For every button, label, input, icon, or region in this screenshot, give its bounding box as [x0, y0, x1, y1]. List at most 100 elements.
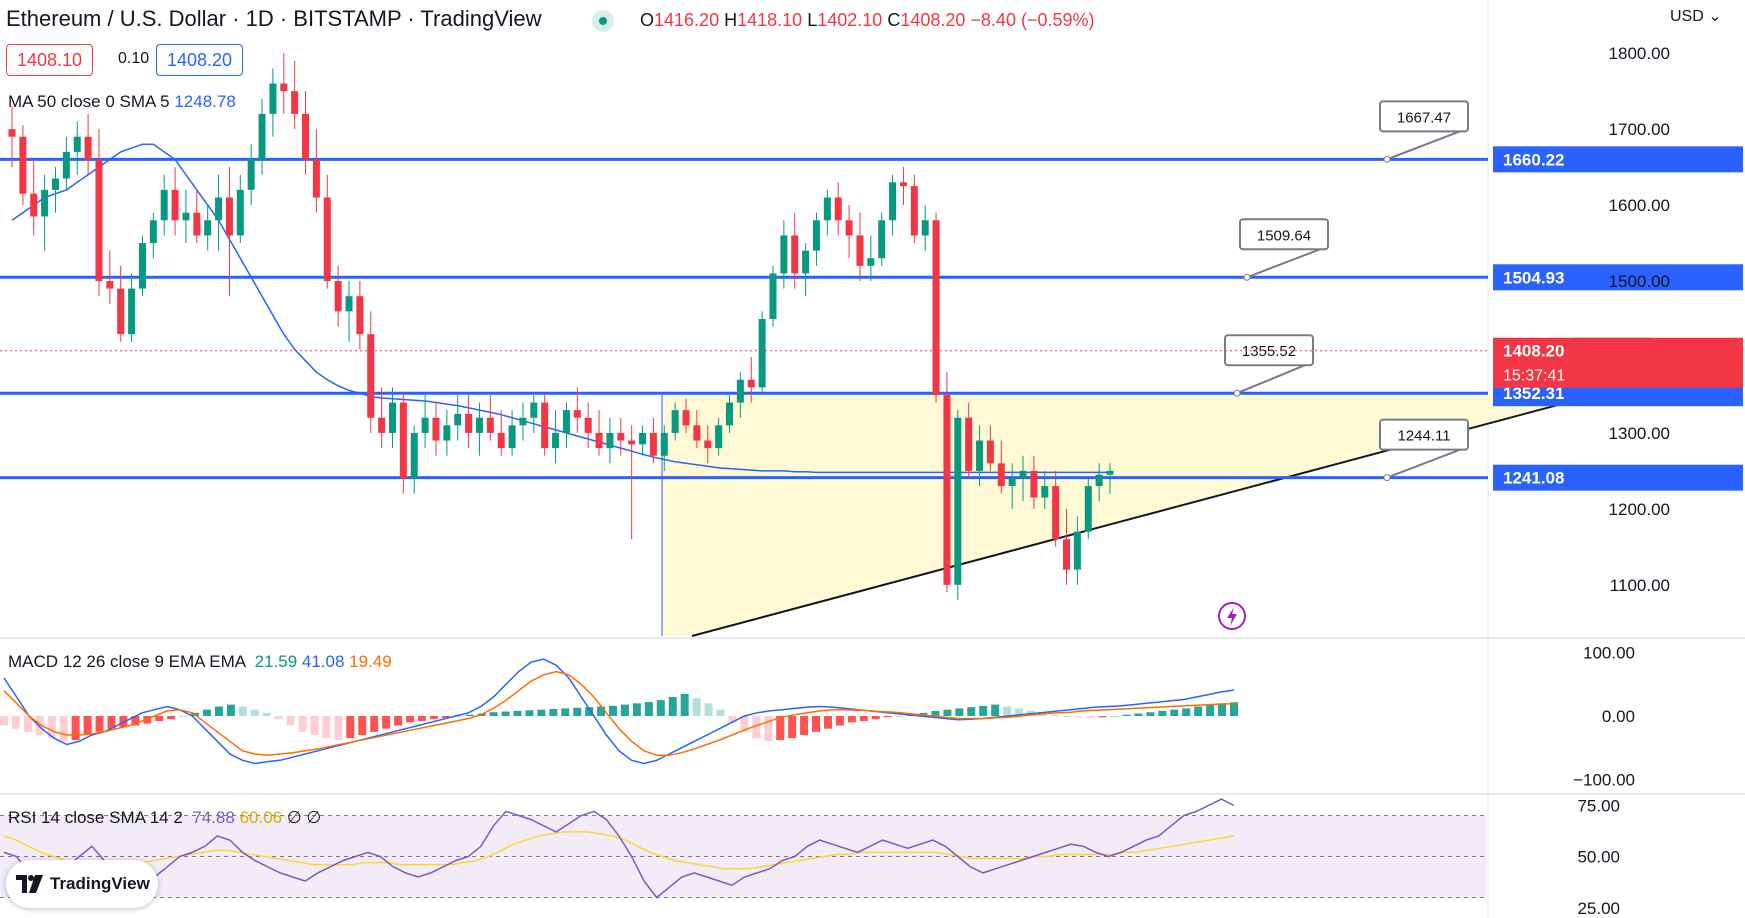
macd-signal-line: [3, 670, 1235, 757]
macd-histogram-bar: [35, 716, 44, 735]
candle-body: [475, 417, 483, 433]
macd-histogram-bar: [286, 716, 295, 726]
macd-histogram-bar: [1230, 702, 1238, 716]
candle-body: [736, 379, 744, 403]
ma-legend-label: MA 50 close 0 SMA 5: [8, 92, 170, 111]
candle-body: [1084, 486, 1092, 532]
callout-anchor: [1383, 474, 1391, 482]
currency-label: USD: [1670, 8, 1704, 25]
candle-body: [443, 425, 451, 441]
candle-body: [976, 440, 984, 471]
macd-histogram-bar: [1086, 716, 1095, 718]
macd-axis-tick: 100.00: [1583, 644, 1635, 663]
candle-body: [95, 159, 103, 282]
macd-histogram-bar: [979, 705, 988, 716]
candle-body: [388, 402, 396, 433]
macd-histogram-bar: [1134, 713, 1143, 716]
candle-body: [954, 417, 962, 585]
macd-histogram-bar: [609, 705, 618, 716]
buy-price-button[interactable]: 1408.20: [156, 44, 244, 76]
macd-histogram-bar: [179, 716, 188, 717]
chart-title: Ethereum / U.S. Dollar · 1D · BITSTAMP ·…: [6, 6, 542, 31]
macd-histogram-bar: [417, 716, 426, 722]
candle-body: [432, 417, 440, 441]
candle-body: [1063, 539, 1071, 570]
candle-body: [617, 432, 625, 441]
tradingview-logo[interactable]: TradingView: [6, 860, 158, 908]
candle-body: [649, 432, 657, 456]
candle-body: [1052, 486, 1060, 540]
macd-histogram-bar: [573, 707, 582, 716]
macd-histogram-bar: [274, 716, 283, 720]
ohlc-readout: O1416.20 H1418.10 L1402.10 C1408.20 −8.4…: [640, 10, 1095, 31]
candle-body: [291, 91, 299, 114]
callout-anchor: [1383, 155, 1391, 163]
macd-histogram-bar: [1218, 703, 1227, 716]
macd-histogram-bar: [1122, 714, 1131, 716]
candle-body: [791, 235, 799, 274]
callout-pointer: [1386, 448, 1461, 479]
macd-histogram-bar: [716, 709, 725, 716]
candle-body: [51, 178, 59, 190]
market-status-icon[interactable]: [592, 10, 614, 32]
macd-histogram-bar: [883, 716, 892, 718]
rsi-legend[interactable]: RSI 14 close SMA 14 2 74.88 60.06 ∅ ∅: [8, 808, 321, 828]
macd-histogram-bar: [764, 716, 773, 742]
macd-histogram-bar: [262, 712, 271, 716]
macd-histogram-bar: [668, 697, 677, 716]
ma-legend[interactable]: MA 50 close 0 SMA 5 1248.78: [8, 92, 236, 112]
rsi-extra-1: ∅: [286, 808, 302, 827]
candle-body: [73, 136, 81, 152]
macd-histogram-bar: [382, 716, 391, 729]
candle-body: [802, 250, 810, 274]
candle-body: [117, 288, 125, 335]
macd-histogram-bar: [346, 716, 355, 739]
open-value: 1416.20: [654, 10, 720, 30]
macd-histogram-bar: [537, 709, 546, 716]
macd-histogram-bar: [632, 703, 641, 716]
candle-body: [671, 410, 679, 433]
candle-body: [704, 440, 712, 449]
candle-body: [269, 83, 277, 114]
candle-body: [899, 182, 907, 187]
candle-body: [660, 432, 668, 456]
candle-body: [508, 425, 516, 449]
ma-legend-value: 1248.78: [174, 92, 236, 111]
bar-countdown-label: 15:37:41: [1503, 368, 1565, 385]
macd-histogram-bar: [931, 710, 940, 716]
macd-histogram-bar: [298, 716, 307, 732]
macd-histogram-bar: [0, 716, 8, 726]
candle-body: [41, 189, 49, 217]
macd-histogram-bar: [788, 716, 797, 739]
sell-price-button[interactable]: 1408.10: [6, 44, 94, 76]
macd-histogram-bar: [692, 698, 701, 716]
tradingview-logo-text: TradingView: [50, 874, 150, 893]
candle-body: [1095, 474, 1103, 487]
rsi-value: 74.88: [192, 808, 235, 827]
level-price-label: 1352.31: [1503, 384, 1564, 403]
callout-box: [1239, 218, 1329, 251]
level-price-tag: [1493, 146, 1743, 173]
candle-body: [421, 417, 429, 433]
candle-body: [62, 151, 70, 179]
candle-body: [1030, 470, 1038, 498]
candle-body: [1073, 531, 1081, 570]
macd-histogram-bar: [955, 708, 964, 716]
macd-histogram-bar: [644, 702, 653, 716]
rsi-axis-tick: 25.00: [1577, 899, 1620, 918]
candle-body: [334, 281, 342, 312]
currency-selector[interactable]: USD ⌄: [1670, 6, 1722, 26]
candle-body: [519, 417, 527, 426]
candle-body: [193, 212, 201, 236]
macd-legend[interactable]: MACD 12 26 close 9 EMA EMA 21.59 41.08 1…: [8, 652, 392, 672]
candle-body: [910, 186, 918, 236]
macd-histogram-bar: [47, 716, 56, 739]
macd-histogram-bar: [155, 716, 164, 722]
callout-anchor: [1233, 389, 1241, 397]
macd-histogram-bar: [1015, 708, 1024, 716]
candle-body: [171, 189, 179, 221]
price-axis-tick: 1100.00: [1610, 576, 1670, 595]
macd-histogram-bar: [95, 716, 104, 732]
macd-histogram-bar: [800, 716, 809, 735]
